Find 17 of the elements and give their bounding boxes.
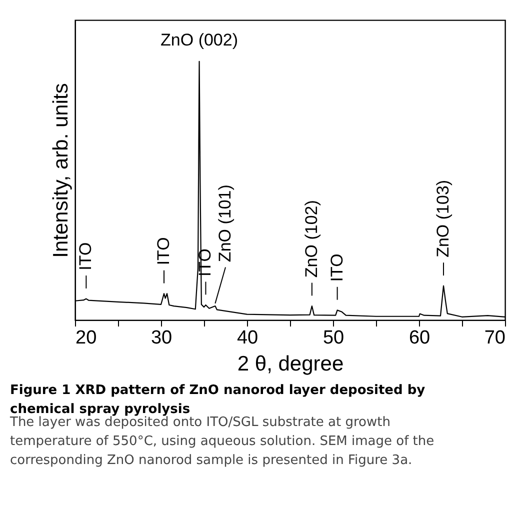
annotation: ZnO (002) <box>160 30 238 50</box>
x-tick-label: 60 <box>408 328 430 348</box>
text: The layer was deposited onto ITO/SGL substrate at growth temperature of 550°C, using aqueous solution. SEM image of the corresponding ZnO nanorod sample is presented in Figure 3a. <box>9 415 434 468</box>
annotation: ITO <box>76 242 96 270</box>
annotation: ZnO (101) <box>216 184 234 262</box>
x-tick-label: 40 <box>236 328 258 348</box>
text: Figure 1 XRD pattern of ZnO nanorod layer deposited by chemical spray pyrolysis <box>10 383 426 417</box>
annotation: ZnO (102) <box>302 200 321 278</box>
x-tick-label: 30 <box>150 328 172 348</box>
x-tick-label: 20 <box>76 328 97 348</box>
annotation: ITO <box>327 254 346 282</box>
x-axis-title: 2 θ, degree <box>237 352 344 376</box>
x-tick-label: 50 <box>322 328 344 348</box>
x-tick-label: 70 <box>484 328 506 348</box>
annotation: ITO <box>154 237 174 266</box>
y-axis-title: Intensity, arb. units <box>50 83 72 258</box>
annotation: ZnO (103) <box>434 180 453 258</box>
